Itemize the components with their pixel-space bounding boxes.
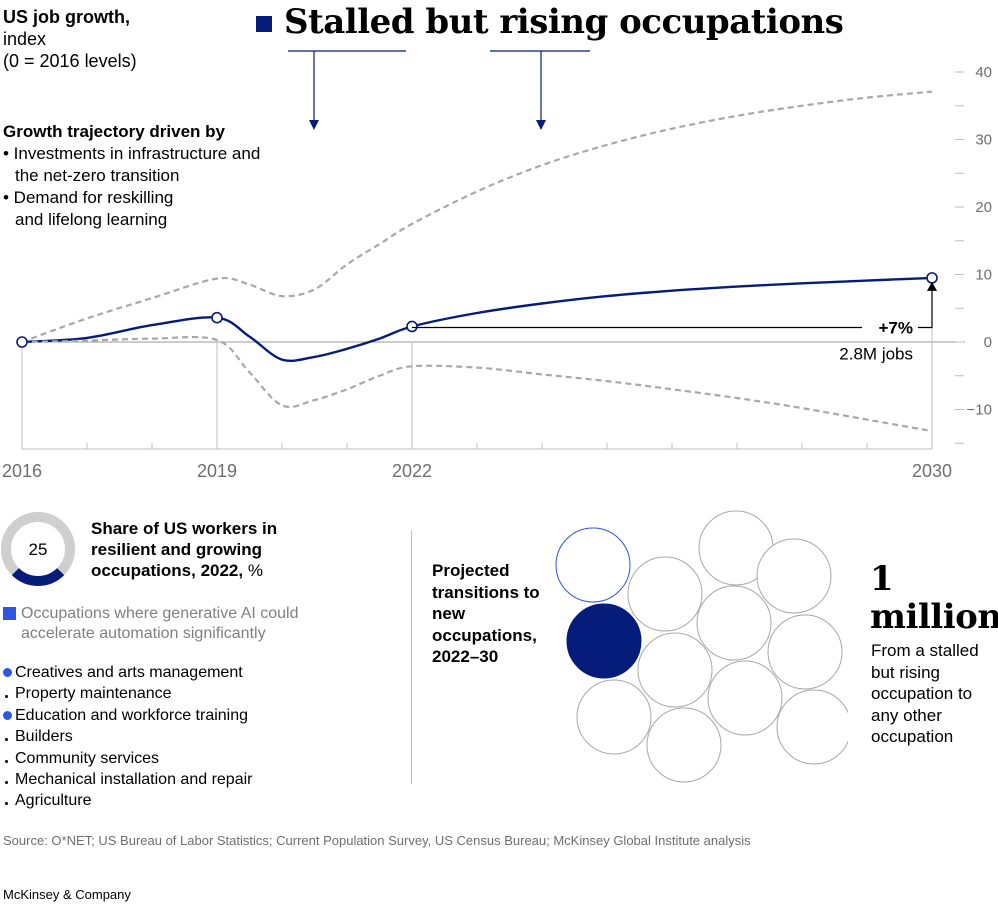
occupation-label: Builders — [15, 728, 73, 746]
series-line-upper-bound — [21, 90, 933, 344]
annotation-subtext: 2.8M jobs — [839, 344, 913, 363]
y-tick-label: 0 — [984, 334, 992, 351]
occupation-label: Property maintenance — [15, 685, 172, 703]
bullet-icon — [5, 759, 8, 763]
y-tick-label: 40 — [975, 64, 992, 81]
y-tick-label: 20 — [975, 199, 992, 216]
arrow-up-icon — [927, 281, 937, 291]
bullet-icon — [5, 802, 8, 806]
data-point-marker — [211, 311, 223, 324]
data-point-marker — [16, 336, 28, 348]
share-title-unit: % — [247, 561, 263, 580]
share-ring-fill — [11, 567, 65, 586]
series-line-main — [21, 276, 933, 363]
occupation-item: Property maintenance — [3, 683, 252, 704]
chart-title-text: Stalled but rising occupations — [284, 2, 844, 42]
occupation-list: Creatives and arts management Property ma… — [3, 662, 252, 812]
genai-legend-square — [3, 607, 16, 620]
title-legend-square — [256, 16, 272, 32]
occupation-label: Community services — [15, 749, 160, 767]
job-growth-chart: 2016 2019 2022 2030 40 30 20 10 0 −10 +7% 2.8M job… — [2, 50, 992, 481]
occupation-label: Mechanical installation and repair — [15, 771, 253, 789]
chart-decorations — [288, 50, 590, 130]
data-point-marker — [926, 272, 938, 284]
chart-markers — [16, 272, 938, 348]
source-note: Source: O*NET; US Bureau of Labor Statis… — [3, 833, 751, 848]
share-ring-value: 25 — [29, 540, 48, 559]
section-divider — [411, 530, 412, 784]
occupation-item: Education and workforce training — [3, 705, 252, 726]
share-title-text: Share of US workers in resilient and gro… — [91, 519, 278, 580]
chart-annotation: +7% 2.8M jobs — [412, 281, 937, 363]
occupation-item: Creatives and arts management — [3, 662, 252, 683]
x-tick-label: 2030 — [912, 461, 952, 481]
y-tick-label: −10 — [967, 402, 992, 419]
chart-title: Stalled but rising occupations — [256, 2, 844, 42]
bullet-icon — [5, 738, 8, 742]
transition-circle-filled — [566, 603, 642, 679]
transition-circle — [627, 556, 703, 632]
arrow-down-icon — [536, 120, 546, 130]
data-point-marker — [406, 320, 418, 333]
bullet-icon — [5, 695, 8, 699]
brand-logo-text: McKinsey & Company — [3, 887, 131, 902]
y-axis-subtitle-line-2: (0 = 2016 levels) — [3, 51, 137, 71]
growth-drivers: Growth trajectory driven by • Investment… — [3, 121, 265, 231]
annotation-value: +7% — [879, 318, 914, 337]
x-tick-label: 2019 — [197, 461, 237, 481]
transitions-circles — [555, 510, 848, 783]
chart-series — [21, 90, 933, 433]
chart-axes: 2016 2019 2022 2030 40 30 20 10 0 −10 — [2, 64, 992, 481]
annotation-bracket — [918, 289, 933, 329]
transition-circle — [646, 707, 722, 783]
transitions-value: 1 million — [870, 559, 998, 637]
transition-circle — [767, 614, 843, 690]
genai-dot-icon — [3, 668, 12, 677]
occupation-label: Creatives and arts management — [15, 664, 243, 681]
occupation-item: Community services — [3, 748, 252, 769]
transition-circle — [576, 679, 652, 755]
transitions-description: From a stalled but rising occupation to … — [871, 641, 979, 746]
occupation-item: Agriculture — [3, 790, 252, 811]
transitions-label: Projected transitions to new occupations… — [432, 561, 540, 666]
transition-circle — [637, 632, 713, 708]
arrow-down-icon — [309, 120, 319, 130]
genai-dot-icon — [3, 710, 12, 720]
genai-legend: Occupations where generative AI could ac… — [3, 604, 348, 644]
y-axis-subtitle-line-1: index — [3, 29, 47, 49]
occupation-item: Builders — [3, 726, 252, 747]
share-ring: 25 — [1, 512, 75, 586]
occupation-label: Agriculture — [15, 792, 92, 810]
genai-legend-text: Occupations where generative AI could ac… — [21, 605, 299, 642]
series-line-lower-bound — [21, 335, 933, 433]
y-tick-label: 30 — [975, 132, 992, 149]
bullet-icon — [5, 781, 8, 785]
x-tick-label: 2016 — [2, 461, 42, 481]
share-title: Share of US workers in resilient and gro… — [91, 518, 321, 581]
transition-circle — [756, 538, 832, 614]
occupation-label: Education and workforce training — [15, 706, 249, 724]
x-tick-label: 2022 — [392, 461, 432, 481]
growth-driver-item: • Investments in infrastructure and the … — [3, 144, 261, 185]
transition-circle — [776, 689, 848, 765]
growth-driver-item: • Demand for reskilling and lifelong lea… — [3, 188, 174, 229]
transition-circle — [707, 660, 783, 736]
occupation-item: Mechanical installation and repair — [3, 769, 252, 790]
transition-circle — [555, 527, 631, 603]
growth-drivers-heading: Growth trajectory driven by — [3, 122, 225, 141]
y-tick-label: 10 — [975, 267, 992, 284]
y-axis-title: US job growth, — [3, 7, 130, 27]
transition-circle — [696, 585, 772, 661]
